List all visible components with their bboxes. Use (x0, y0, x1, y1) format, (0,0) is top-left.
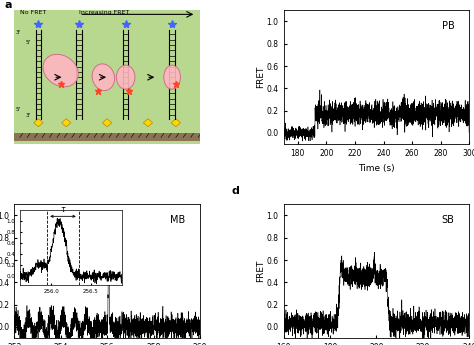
Text: 5': 5' (26, 40, 30, 45)
Text: No FRET: No FRET (20, 10, 46, 16)
Text: SB: SB (441, 215, 455, 225)
Y-axis label: FRET: FRET (256, 260, 265, 283)
Text: b: b (237, 0, 245, 2)
FancyBboxPatch shape (14, 10, 200, 144)
Ellipse shape (164, 65, 181, 89)
Y-axis label: FRET: FRET (256, 66, 265, 88)
Text: 5': 5' (15, 107, 20, 112)
Text: PB: PB (442, 21, 455, 31)
Polygon shape (34, 119, 43, 127)
Ellipse shape (43, 54, 78, 87)
Polygon shape (62, 119, 71, 127)
Ellipse shape (92, 64, 115, 91)
Text: d: d (231, 186, 239, 196)
Text: MB: MB (170, 215, 185, 225)
Polygon shape (102, 119, 112, 127)
Bar (14, 134, 200, 141)
Text: a: a (5, 0, 12, 10)
Text: 3': 3' (15, 30, 20, 36)
Polygon shape (143, 119, 153, 127)
Polygon shape (171, 119, 181, 127)
Ellipse shape (117, 65, 135, 89)
Text: 3': 3' (26, 114, 30, 118)
Text: Increasing FRET: Increasing FRET (79, 10, 129, 16)
X-axis label: Time (s): Time (s) (358, 164, 395, 172)
